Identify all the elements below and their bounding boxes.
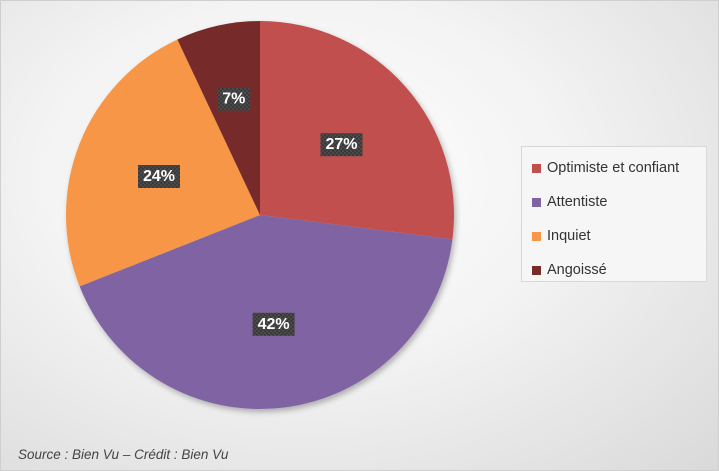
source-note: Source : Bien Vu – Crédit : Bien Vu bbox=[18, 447, 229, 462]
legend-item-optimiste: Optimiste et confiant bbox=[532, 151, 706, 185]
data-label-text: 24% bbox=[143, 168, 175, 185]
pie-slice-0 bbox=[260, 21, 454, 240]
legend-item-angoisse: Angoissé bbox=[532, 253, 706, 287]
legend-swatch bbox=[532, 265, 541, 275]
pie-slice-3 bbox=[177, 21, 260, 215]
legend-label: Attentiste bbox=[547, 194, 608, 210]
legend-label: Inquiet bbox=[547, 228, 591, 244]
data-label-text: 42% bbox=[258, 316, 290, 333]
data-label-box bbox=[320, 133, 363, 157]
legend: Optimiste et confiant Attentiste Inquiet… bbox=[521, 146, 707, 282]
data-label-box bbox=[252, 312, 295, 336]
legend-item-inquiet: Inquiet bbox=[532, 219, 706, 253]
legend-swatch bbox=[532, 231, 541, 241]
pie-slice-2 bbox=[65, 39, 261, 287]
legend-label: Angoissé bbox=[547, 262, 607, 278]
data-label-0: 27% bbox=[320, 133, 363, 157]
pie-slice-1 bbox=[79, 215, 453, 410]
legend-item-attentiste: Attentiste bbox=[532, 185, 706, 219]
data-label-1: 42% bbox=[252, 312, 295, 336]
data-label-2: 24% bbox=[138, 165, 180, 188]
legend-swatch bbox=[532, 163, 541, 173]
legend-label: Optimiste et confiant bbox=[547, 160, 680, 176]
data-label-3: 7% bbox=[217, 87, 251, 111]
data-label-box bbox=[217, 87, 251, 111]
data-label-text: 7% bbox=[222, 91, 245, 108]
legend-swatch bbox=[532, 197, 541, 207]
data-label-box bbox=[138, 165, 180, 188]
data-label-text: 27% bbox=[325, 136, 357, 153]
